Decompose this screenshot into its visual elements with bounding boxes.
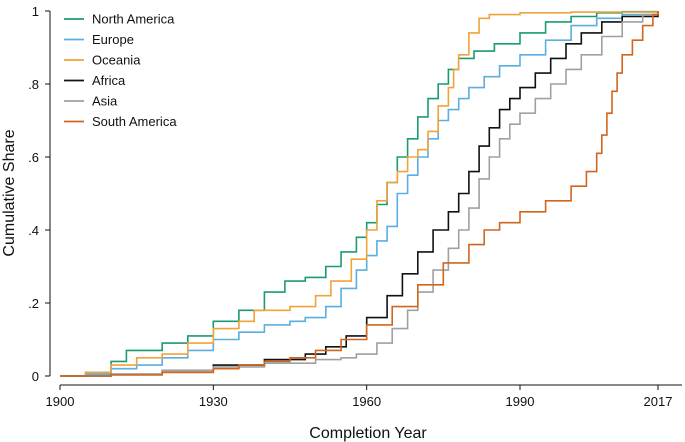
x-axis-ticks: 1900 1930 1960 1990 2017 xyxy=(46,385,673,409)
legend-label-asia: Asia xyxy=(92,94,118,109)
series-line-europe xyxy=(60,11,659,377)
series-line-oceania xyxy=(60,11,659,377)
x-tick-label: 1930 xyxy=(199,394,228,409)
x-tick-label: 1960 xyxy=(352,394,381,409)
y-tick-label: .2 xyxy=(28,296,39,311)
y-tick-label: 0 xyxy=(32,369,39,384)
series-line-south-america xyxy=(60,11,659,377)
legend-label-south-america: South America xyxy=(92,114,177,129)
legend-label-africa: Africa xyxy=(92,73,126,88)
y-axis-ticks: 0 .2 .4 .6 .8 1 xyxy=(28,4,50,384)
legend-label-europe: Europe xyxy=(92,32,134,47)
x-tick-label: 1900 xyxy=(46,394,75,409)
legend-label-north-america: North America xyxy=(92,12,175,27)
axes: 1900 1930 1960 1990 2017 0 .2 .4 .6 .8 1 xyxy=(28,4,682,409)
series-line-africa xyxy=(60,11,659,377)
series-line-asia xyxy=(60,11,659,377)
x-axis-title: Completion Year xyxy=(309,425,427,442)
y-tick-label: .8 xyxy=(28,77,39,92)
legend-label-oceania: Oceania xyxy=(92,53,141,68)
legend: North America Europe Oceania Africa Asia Sout… xyxy=(64,12,177,129)
x-tick-label: 1990 xyxy=(506,394,535,409)
y-tick-label: .4 xyxy=(28,223,39,238)
series-lines xyxy=(60,10,659,377)
y-tick-label: .6 xyxy=(28,150,39,165)
x-tick-label: 2017 xyxy=(644,394,673,409)
series-line-north-america xyxy=(60,10,659,377)
y-tick-label: 1 xyxy=(32,4,39,19)
y-axis-title: Cumulative Share xyxy=(1,129,18,256)
